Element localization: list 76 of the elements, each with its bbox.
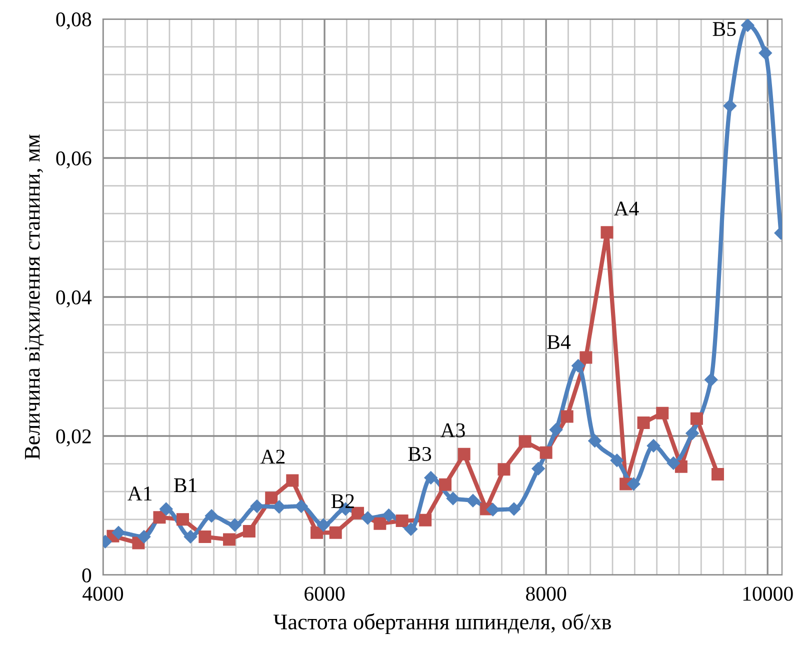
point <box>518 435 532 448</box>
point <box>112 526 126 540</box>
point <box>758 46 772 60</box>
point <box>540 446 552 459</box>
annotation: A2 <box>260 450 285 464</box>
point <box>272 500 286 514</box>
point <box>153 511 166 524</box>
y-tick-label: 0 <box>82 568 92 582</box>
point <box>250 500 264 513</box>
point <box>572 359 585 372</box>
point <box>723 99 737 112</box>
point <box>741 19 754 32</box>
point <box>712 468 724 480</box>
point <box>646 439 660 452</box>
point <box>228 518 242 532</box>
point <box>198 530 212 544</box>
point <box>137 530 151 544</box>
point <box>690 412 703 425</box>
point <box>396 514 408 528</box>
point <box>532 462 545 476</box>
point <box>439 478 452 491</box>
point <box>404 522 418 536</box>
x-tick-label: 8000 <box>526 586 566 601</box>
point <box>458 448 470 460</box>
annotation: A4 <box>614 202 639 216</box>
point <box>223 533 236 546</box>
point <box>265 492 278 504</box>
annotation: B5 <box>712 22 736 36</box>
point <box>424 471 438 484</box>
annotation: A3 <box>440 423 465 438</box>
point <box>446 492 460 506</box>
point <box>316 518 330 532</box>
point <box>374 517 386 530</box>
point <box>329 526 342 539</box>
point <box>580 351 592 364</box>
x-tick-label: 4000 <box>82 586 124 601</box>
point <box>466 494 480 508</box>
point <box>176 513 189 526</box>
point <box>361 511 374 525</box>
y-tick-label: 0,02 <box>56 429 91 446</box>
point <box>637 416 650 430</box>
point <box>486 503 500 516</box>
x-tick-label: 10000 <box>743 586 793 601</box>
point <box>666 456 680 470</box>
point <box>498 463 510 476</box>
annotation: B4 <box>547 335 571 349</box>
x-tick-label: 6000 <box>304 586 345 601</box>
x-axis-title: Частота обертання шпинделя, об/хв <box>273 613 612 634</box>
point <box>560 410 574 423</box>
point <box>310 526 324 539</box>
annotation: B3 <box>408 446 432 461</box>
annotation: B1 <box>174 478 196 492</box>
point <box>184 530 198 544</box>
point <box>294 500 308 513</box>
point <box>242 524 256 538</box>
point <box>286 474 299 487</box>
point <box>419 514 432 526</box>
point <box>588 434 602 448</box>
point <box>204 509 218 523</box>
point <box>352 506 364 520</box>
point <box>626 477 640 491</box>
point <box>507 502 521 516</box>
point <box>382 508 396 522</box>
point <box>610 454 624 467</box>
point <box>656 406 669 420</box>
y-tick-label: 0,04 <box>56 290 92 308</box>
point <box>600 226 614 239</box>
y-tick-label: 0,08 <box>56 12 92 30</box>
annotation: B2 <box>331 494 354 508</box>
point <box>549 423 563 436</box>
point <box>686 426 699 440</box>
point <box>704 373 718 386</box>
point <box>160 502 173 516</box>
y-axis-title: Величина відхилення станини, мм <box>24 134 44 460</box>
y-tick-label: 0,06 <box>56 151 92 168</box>
annotation: A1 <box>128 486 152 500</box>
